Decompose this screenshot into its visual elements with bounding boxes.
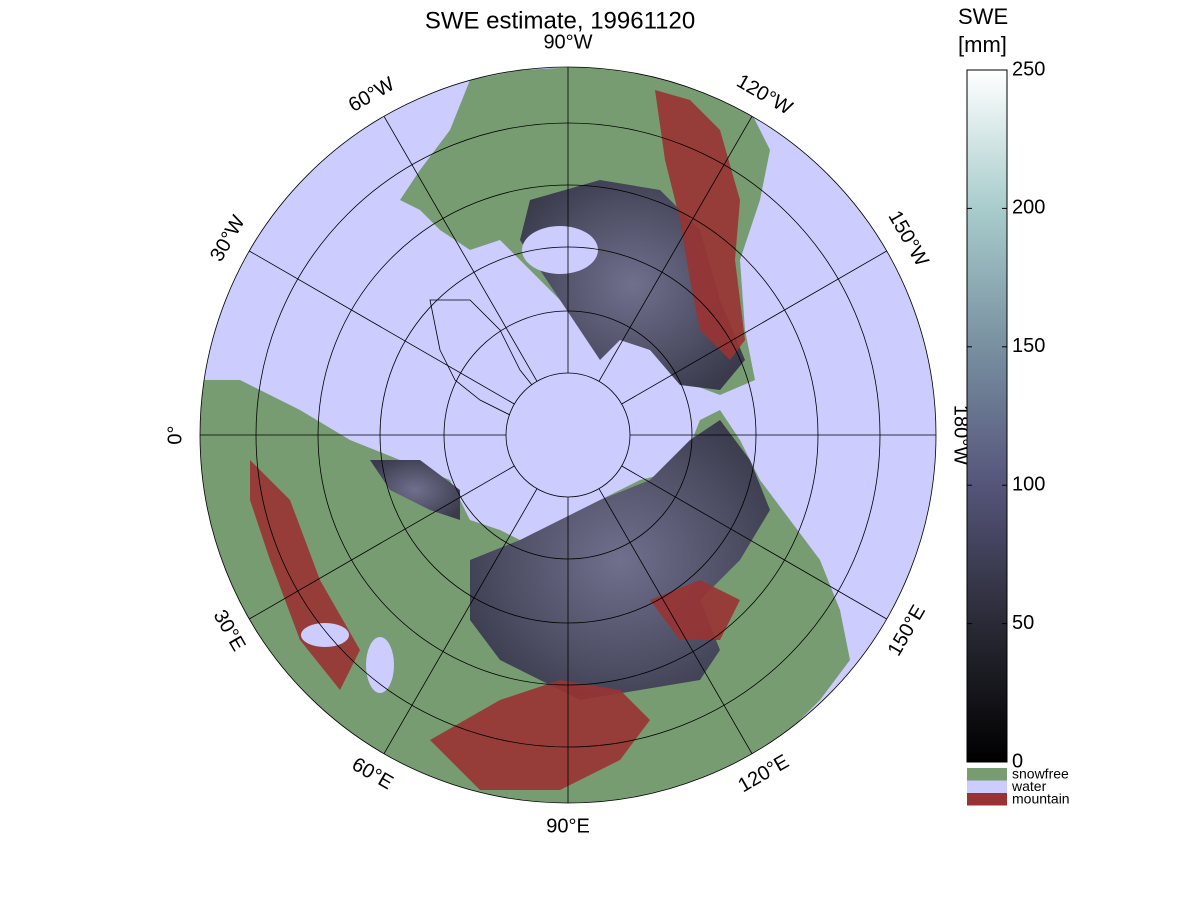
- siberia-mountain: [650, 580, 740, 640]
- meridian: [249, 465, 515, 620]
- scandinavia-snow: [370, 460, 460, 520]
- colorbar-tick-label: 250: [1012, 58, 1045, 80]
- colorbar-tick-label: 100: [1012, 473, 1045, 495]
- colorbar-tick-label: 200: [1012, 197, 1045, 219]
- legend-swatch: [967, 780, 1007, 793]
- meridian: [598, 488, 753, 754]
- colorbar-label: [mm]: [958, 32, 1007, 57]
- longitude-label: 0°: [164, 425, 186, 444]
- longitude-label: 90°E: [546, 815, 590, 837]
- longitude-label: 30°W: [206, 212, 250, 266]
- colorbar: SWE [mm] 0 50 100 150 200 250 snowfreewatermou…: [958, 4, 1070, 807]
- caspian-sea: [366, 637, 394, 693]
- longitude-label: 90°W: [543, 31, 592, 53]
- legend-swatch: [967, 768, 1007, 781]
- pole-hole: [506, 373, 630, 497]
- meridian: [621, 465, 887, 620]
- meridian: [598, 116, 753, 382]
- longitude-label: 60°E: [348, 753, 397, 794]
- meridian: [383, 116, 538, 382]
- north-america-mountain: [655, 90, 745, 360]
- meridian: [249, 250, 515, 405]
- eurasia-mountain: [430, 680, 650, 790]
- colorbar-scale: [966, 69, 1008, 763]
- map-area: [200, 67, 936, 803]
- legend-label: water: [1011, 778, 1047, 794]
- meridian: [621, 250, 887, 405]
- colorbar-tick-label: 0: [1012, 750, 1023, 772]
- longitude-label: 60°W: [345, 73, 399, 117]
- longitude-label: 30°E: [209, 606, 250, 655]
- legend-label: snowfree: [1012, 766, 1069, 782]
- colorbar-label: SWE: [958, 4, 1008, 29]
- longitude-label: 180°W: [950, 405, 972, 465]
- map-title: SWE estimate, 19961120: [425, 7, 695, 34]
- black-sea: [301, 623, 349, 647]
- colorbar-tick-label: 50: [1012, 612, 1034, 634]
- colorbar-tick-label: 150: [1012, 335, 1045, 357]
- legend-label: mountain: [1012, 791, 1070, 807]
- hudson-bay: [522, 226, 598, 274]
- legend-swatch: [967, 793, 1007, 806]
- meridian: [383, 488, 538, 754]
